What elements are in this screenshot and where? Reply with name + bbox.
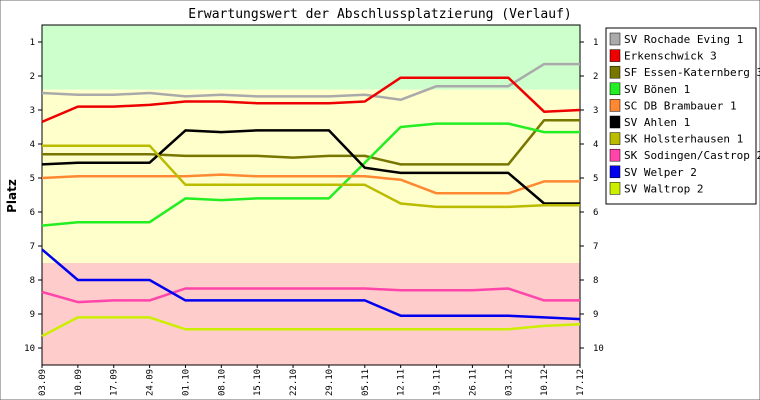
- x-tick-label: 15.10: [253, 369, 263, 396]
- y-tick-label-left: 8: [30, 276, 35, 286]
- series-lines: [41, 62, 581, 338]
- series-line-4: [41, 122, 580, 227]
- x-tick-label: 26.11: [468, 369, 478, 396]
- y-tick-label-left: 9: [30, 310, 35, 320]
- background-zones: [42, 25, 580, 365]
- legend-swatch-1: [609, 32, 621, 46]
- x-tick-label: 29.10: [325, 369, 335, 396]
- y-tick-label-right: 9: [593, 310, 598, 320]
- series-line-6: [41, 129, 580, 205]
- legend-swatch-8: [609, 148, 621, 162]
- legend-swatch-4: [609, 82, 621, 96]
- x-tick-label: 08.10: [217, 369, 227, 396]
- x-tick-label: 17.12: [576, 369, 586, 396]
- series-line-9: [41, 248, 581, 321]
- y-tick-label-right: 3: [593, 106, 598, 116]
- legend-label-6: SV Ahlen 1: [624, 116, 690, 129]
- y-tick-label-right: 4: [593, 140, 598, 150]
- legend-label-4: SV Bönen 1: [624, 83, 690, 96]
- zone-3: [42, 263, 580, 365]
- series-line-10: [41, 316, 581, 338]
- legend-label-1: SV Rochade Eving 1: [624, 33, 743, 46]
- axes: 1 1 2 2 3 3 4 4 5 5 6 6 7 7 8 8 9 9 10 10 03.09 10.09 17.09 24.…: [24, 24, 604, 396]
- x-tick-label: 22.10: [289, 369, 299, 396]
- y-tick-label-right: 2: [593, 72, 598, 82]
- x-tick-label: 03.12: [504, 369, 514, 396]
- y-tick-label-left: 4: [30, 140, 35, 150]
- y-tick-label-left: 2: [30, 72, 35, 82]
- legend: SV Rochade Eving 1 Erkenschwick 3 SF Essen…: [605, 27, 760, 205]
- x-tick-label: 05.11: [361, 369, 371, 396]
- legend-swatch-7: [609, 132, 621, 145]
- y-tick-label-left: 5: [30, 174, 35, 184]
- legend-swatch-2: [609, 49, 621, 62]
- y-tick-label-left: 10: [24, 344, 35, 354]
- series-line-5: [41, 173, 580, 195]
- series-line-2: [41, 76, 581, 124]
- series-line-7: [42, 144, 580, 209]
- y-tick-label-left: 7: [30, 242, 35, 252]
- x-tick-label: 19.11: [433, 369, 443, 396]
- legend-label-3: SF Essen-Katernberg 3: [624, 66, 760, 79]
- series-line-1: [41, 62, 580, 102]
- series-line-3: [42, 118, 580, 166]
- legend-label-10: SV Waltrop 2: [624, 182, 703, 195]
- y-tick-label-left: 3: [30, 106, 35, 116]
- y-tick-label-right: 8: [593, 276, 598, 286]
- legend-swatch-10: [609, 182, 621, 195]
- y-tick-label-right: 10: [593, 344, 604, 354]
- chart-title: Erwartungswert der Abschlussplatzierung …: [188, 7, 572, 22]
- x-tick-label: 10.12: [540, 369, 550, 396]
- zone-1: [42, 25, 580, 90]
- legend-swatch-5: [609, 99, 621, 112]
- legend-label-8: SK Sodingen/Castrop 2: [624, 149, 760, 162]
- legend-label-5: SC DB Brambauer 1: [624, 99, 737, 112]
- x-tick-label: 10.09: [74, 369, 84, 396]
- series-line-8: [41, 287, 580, 304]
- plot-area-border: [41, 24, 581, 366]
- legend-box: [605, 27, 757, 205]
- x-tick-label: 24.09: [146, 369, 156, 396]
- legend-label-2: Erkenschwick 3: [624, 50, 717, 63]
- legend-label-7: SK Holsterhausen 1: [624, 133, 743, 146]
- y-tick-label-right: 6: [593, 208, 598, 218]
- legend-swatch-6: [609, 115, 621, 129]
- y-tick-label-left: 6: [30, 208, 35, 218]
- legend-swatch-3: [609, 65, 621, 79]
- legend-swatch-9: [609, 165, 621, 179]
- x-tick-label: 17.09: [110, 369, 120, 396]
- y-axis-label: Platz: [5, 179, 19, 213]
- x-tick-label: 12.11: [397, 369, 407, 396]
- x-tick-label: 03.09: [38, 369, 48, 396]
- y-tick-label-right: 7: [593, 242, 598, 252]
- legend-label-9: SV Welper 2: [624, 166, 697, 179]
- y-tick-label-right: 5: [593, 174, 598, 184]
- y-tick-label-right: 1: [593, 38, 598, 48]
- x-tick-label: 01.10: [181, 369, 191, 396]
- y-tick-label-left: 1: [30, 38, 35, 48]
